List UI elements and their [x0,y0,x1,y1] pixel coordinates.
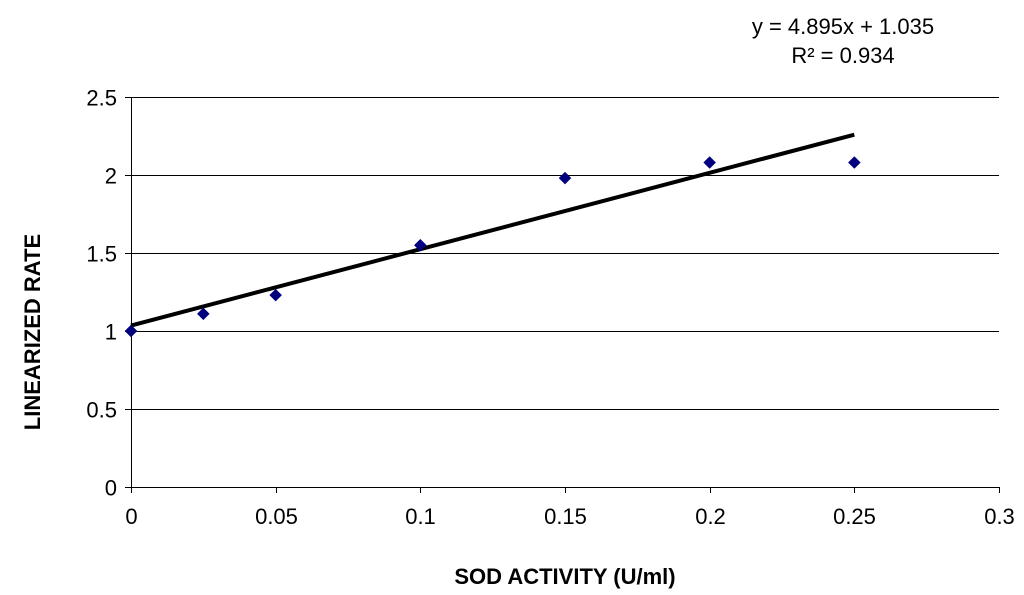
x-tick-label-4: 0.2 [695,504,726,529]
y-tick-label-5: 2.5 [86,86,117,111]
trendline-layer [130,132,855,328]
data-point-6 [847,156,861,169]
y-tick-label-4: 2 [105,164,117,189]
data-point-5 [703,156,717,169]
y-axis-title: LINEARIZED RATE [20,234,45,430]
data-point-2 [269,288,283,302]
x-axis-title: SOD ACTIVITY (U/ml) [454,564,675,589]
grid-layer [131,97,999,410]
data-point-1 [196,307,210,321]
data-point-0 [124,324,138,338]
trendline-equation: y = 4.895x + 1.035 [752,14,934,39]
trendline-r-squared: R² = 0.934 [791,43,894,68]
y-tick-label-2: 1 [105,320,117,345]
x-tick-label-6: 0.3 [984,504,1015,529]
x-tick-label-5: 0.25 [833,504,876,529]
x-tick-label-0: 0 [125,504,137,529]
axis-layer [125,97,1000,493]
labels-layer: 0 0.5 1 1.5 2 2.5 0 0.05 0.1 0.15 0.2 0.25 0.3 [86,86,1014,530]
points-layer [124,156,861,338]
y-tick-label-1: 0.5 [86,398,117,423]
x-tick-label-1: 0.05 [255,504,298,529]
y-tick-label-3: 1.5 [86,242,117,267]
x-tick-label-3: 0.15 [544,504,587,529]
x-tick-label-2: 0.1 [405,504,436,529]
trendline [130,132,855,328]
data-point-4 [558,171,572,185]
data-point-3 [413,238,427,252]
y-tick-label-0: 0 [105,476,117,501]
